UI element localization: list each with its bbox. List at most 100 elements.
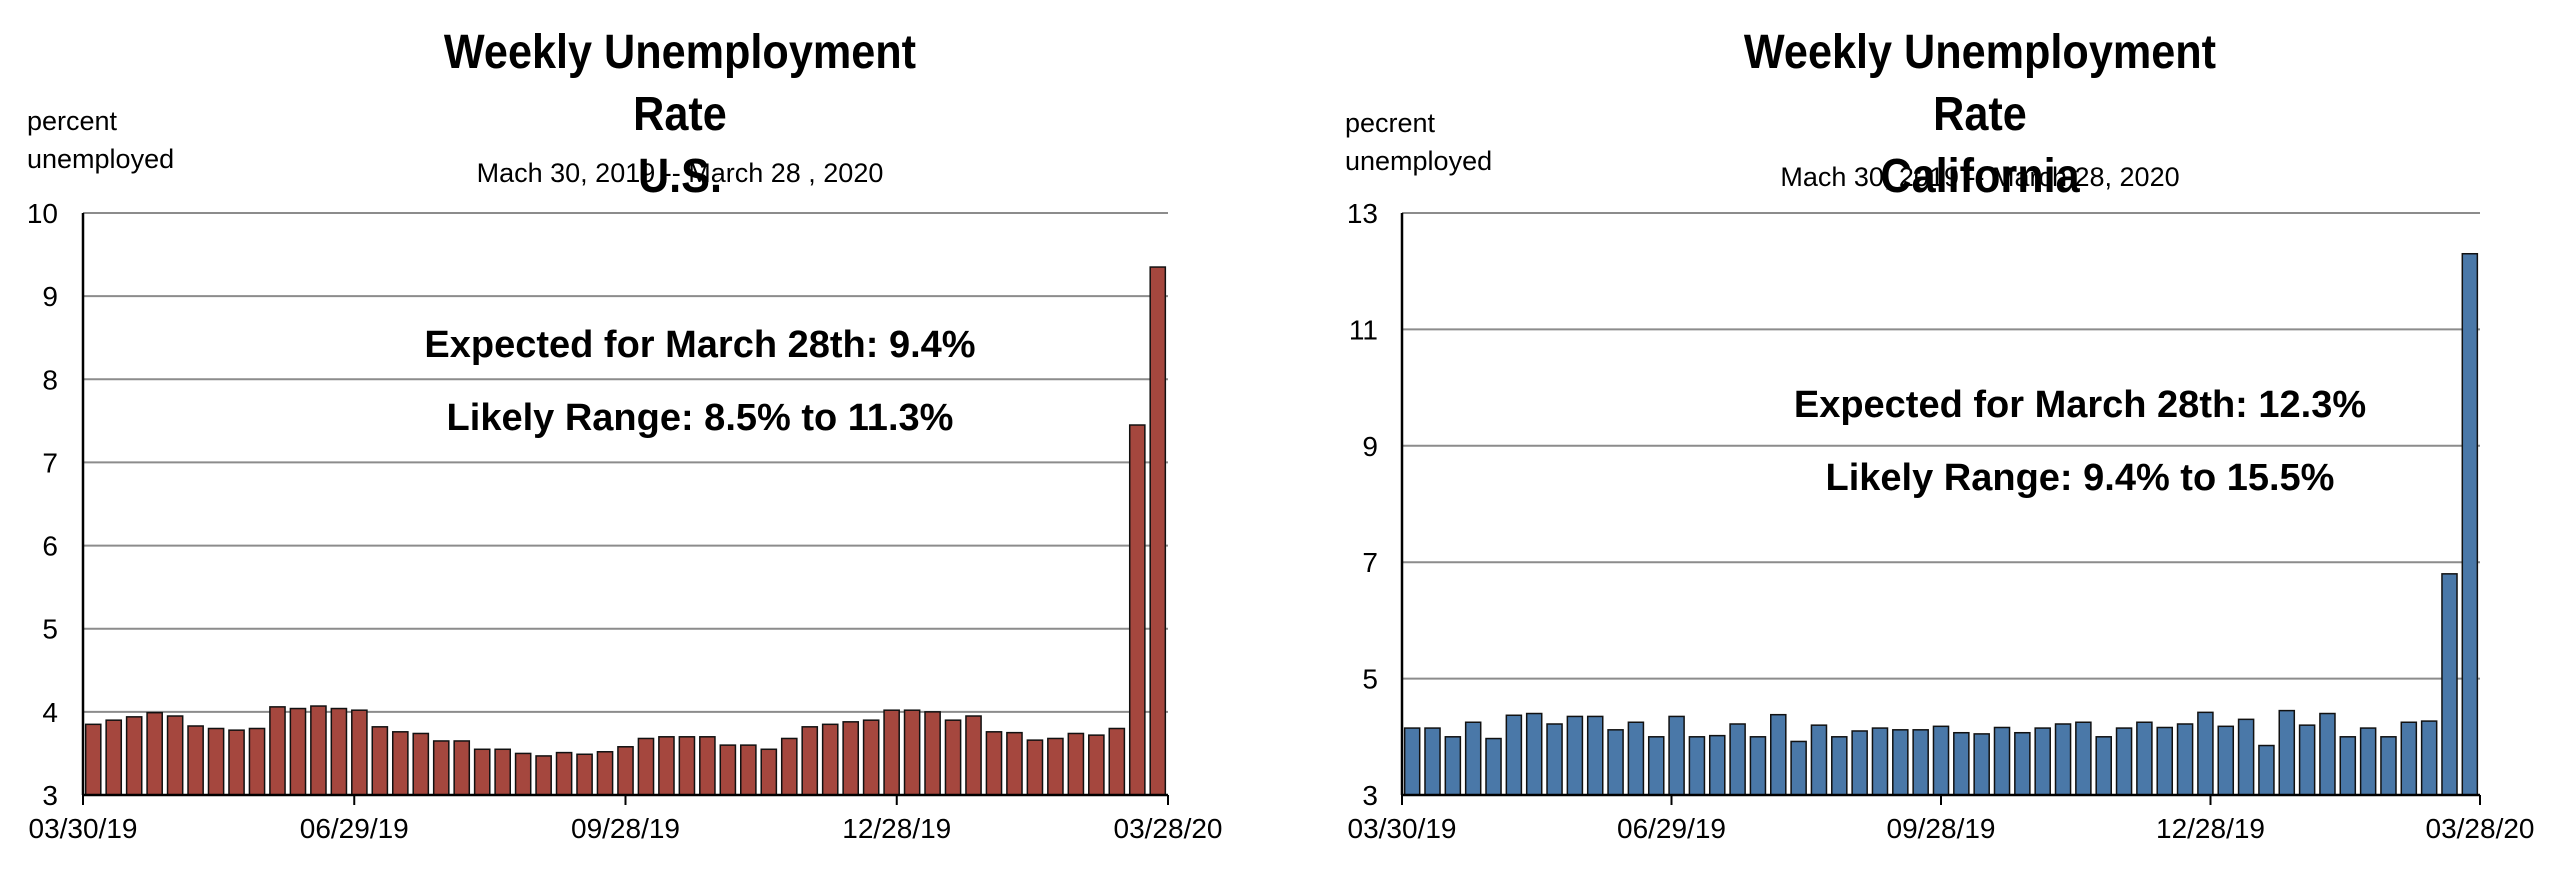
- bar: [2156, 726, 2174, 796]
- bar: [678, 736, 696, 796]
- bar: [1912, 729, 1929, 796]
- bar: [2014, 731, 2031, 796]
- x-tick-label: 03/28/20: [2426, 813, 2535, 844]
- bar: [1871, 727, 1889, 796]
- bar: [494, 748, 511, 796]
- bar: [535, 755, 552, 796]
- bar: [1128, 424, 1146, 796]
- bar: [391, 731, 409, 796]
- bar: [2461, 252, 2479, 796]
- bar: [412, 732, 430, 796]
- bar: [2380, 736, 2397, 796]
- bar: [1607, 729, 1624, 796]
- bar: [1993, 726, 2011, 796]
- chart-subtitle: Mach 30, 2019 -- March 28, 2020: [1780, 162, 2180, 192]
- x-tick-label: 06/29/19: [300, 813, 409, 844]
- title-line-1: Weekly Unemployment Rate: [443, 26, 917, 141]
- bar: [432, 740, 450, 796]
- bar: [2278, 709, 2296, 796]
- bar: [1647, 736, 1665, 796]
- bar: [1688, 736, 1706, 796]
- bar: [740, 744, 757, 796]
- annotation-text: Likely Range: 8.5% to 11.3%: [447, 397, 954, 439]
- bar: [944, 719, 962, 796]
- bar: [207, 727, 225, 796]
- y-tick-label: 6: [42, 531, 58, 562]
- bar: [1485, 737, 1502, 796]
- bar: [351, 709, 368, 796]
- bar: [1708, 734, 1726, 796]
- bar: [1088, 734, 1105, 796]
- bar: [596, 751, 614, 796]
- annotation-text: Likely Range: 9.4% to 15.5%: [1826, 457, 2335, 499]
- bar: [801, 726, 819, 796]
- bar: [1047, 737, 1064, 796]
- bar: [187, 725, 204, 796]
- bar: [1403, 727, 1421, 796]
- bar: [1627, 721, 1645, 796]
- bar: [637, 737, 655, 796]
- bar: [2319, 712, 2336, 796]
- bar: [166, 715, 184, 796]
- bar: [310, 705, 327, 796]
- bar: [2359, 727, 2377, 796]
- bar: [1546, 723, 1563, 796]
- y-tick-label: 10: [27, 198, 58, 229]
- bar: [842, 721, 860, 796]
- bar: [473, 748, 491, 796]
- x-tick-label: 03/28/20: [1114, 813, 1223, 844]
- bar: [924, 711, 941, 796]
- bar: [2115, 727, 2133, 796]
- bar: [330, 707, 348, 796]
- bar: [862, 719, 880, 796]
- bar: [821, 723, 839, 796]
- bar: [105, 719, 123, 796]
- chart-title: Weekly Unemployment Rate U.S.: [410, 22, 950, 208]
- bar: [371, 726, 389, 796]
- bar: [146, 711, 163, 796]
- y-tick-label: 11: [1349, 314, 1378, 345]
- bar: [617, 746, 634, 796]
- bar: [1464, 721, 1482, 796]
- bar: [228, 729, 245, 796]
- ca-chart-panel: Weekly Unemployment Rate California Mach…: [1320, 0, 2560, 876]
- bar: [1749, 736, 1767, 796]
- bar: [289, 707, 307, 796]
- bar: [2441, 573, 2458, 796]
- bar: [1026, 739, 1044, 796]
- ca-chart-plot: 3 5 7 9 11 13 03/30/19 06/29/19 09/28/19 12/28/19…: [1347, 198, 2535, 844]
- bar: [555, 751, 573, 796]
- title-line-1: Weekly Unemployment Rate: [1743, 26, 2217, 141]
- bar: [985, 731, 1003, 796]
- y-tick-label: 5: [42, 614, 58, 645]
- bar: [514, 752, 532, 796]
- x-tick-label: 09/28/19: [1887, 813, 1996, 844]
- y-axis-label-line-1: pecrent: [1345, 108, 1436, 138]
- x-tick-label: 12/28/19: [842, 813, 951, 844]
- y-tick-label: 7: [1362, 547, 1378, 578]
- bar: [2176, 723, 2194, 796]
- bar: [1149, 266, 1167, 796]
- bar: [2339, 736, 2357, 796]
- y-tick-label: 13: [1347, 198, 1378, 229]
- bar: [576, 753, 593, 796]
- chart-subtitle: Mach 30, 2019 -- March 28 , 2020: [476, 158, 884, 188]
- bar: [760, 748, 778, 796]
- bar: [1586, 715, 1604, 796]
- bar: [903, 709, 921, 796]
- bar: [2258, 744, 2275, 796]
- bar: [2237, 718, 2255, 796]
- y-axis-label: percent unemployed: [27, 102, 174, 178]
- bar: [1424, 727, 1441, 796]
- bar: [719, 744, 737, 796]
- bar: [883, 709, 900, 796]
- bar: [2400, 721, 2418, 796]
- x-tick-label: 03/30/19: [29, 813, 138, 844]
- y-tick-label: 9: [1362, 431, 1378, 462]
- bar: [1505, 714, 1523, 796]
- y-tick-label: 9: [42, 281, 58, 312]
- y-tick-label: 4: [42, 697, 58, 728]
- y-tick-label: 3: [42, 780, 58, 811]
- x-tick-label: 12/28/19: [2156, 813, 2265, 844]
- annotation-text: Expected for March 28th: 12.3%: [1794, 384, 2366, 426]
